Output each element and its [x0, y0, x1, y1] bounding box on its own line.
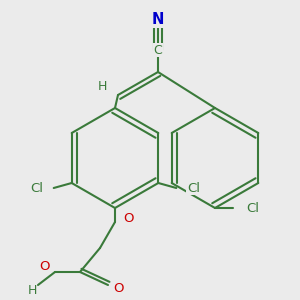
Text: C: C — [154, 44, 162, 56]
Text: Cl: Cl — [30, 182, 43, 194]
Text: H: H — [27, 284, 37, 298]
Text: O: O — [113, 281, 123, 295]
Text: O: O — [124, 212, 134, 226]
Text: Cl: Cl — [187, 182, 200, 194]
Text: O: O — [40, 260, 50, 274]
Text: Cl: Cl — [247, 202, 260, 214]
Text: N: N — [152, 13, 164, 28]
Text: H: H — [97, 80, 107, 94]
